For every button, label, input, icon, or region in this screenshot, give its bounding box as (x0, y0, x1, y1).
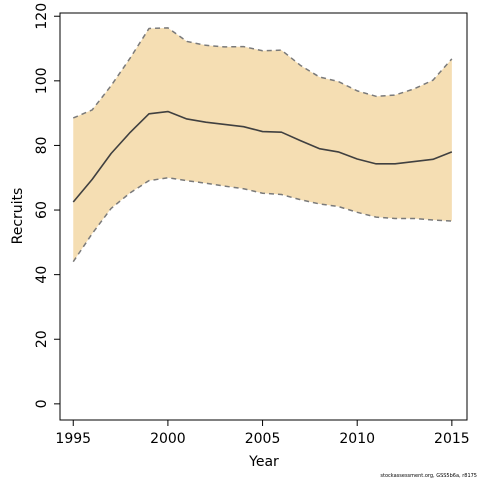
lower-interval-line (72, 176, 452, 263)
plot-area (72, 27, 453, 263)
upper-interval-line (72, 27, 453, 119)
x-axis: 1995 2000 2005 2010 2015 (55, 420, 470, 447)
y-tick-label: 20 (34, 330, 50, 348)
x-tick-label: 2015 (434, 431, 470, 447)
plot-frame (59, 12, 468, 421)
y-tick-label: 80 (34, 137, 50, 155)
x-tick-label: 2010 (339, 431, 375, 447)
x-tick-label: 1995 (55, 431, 91, 447)
footnote: stockassessment.org, GSS5b6a, r8175 (380, 473, 477, 479)
y-tick-label: 100 (34, 67, 50, 94)
confidence-band (73, 27, 452, 262)
y-tick-label: 40 (34, 266, 50, 284)
y-tick-label: 0 (34, 399, 50, 408)
y-tick-label: 120 (34, 3, 50, 30)
y-tick-label: 60 (34, 201, 50, 219)
y-axis: 0 20 40 60 80 100 120 (34, 3, 60, 408)
recruits-estimate-line (72, 110, 453, 203)
x-tick-label: 2005 (245, 431, 281, 447)
x-axis-title: Year (248, 454, 279, 470)
y-axis-title: Recruits (10, 188, 26, 245)
x-tick-label: 2000 (150, 431, 186, 447)
